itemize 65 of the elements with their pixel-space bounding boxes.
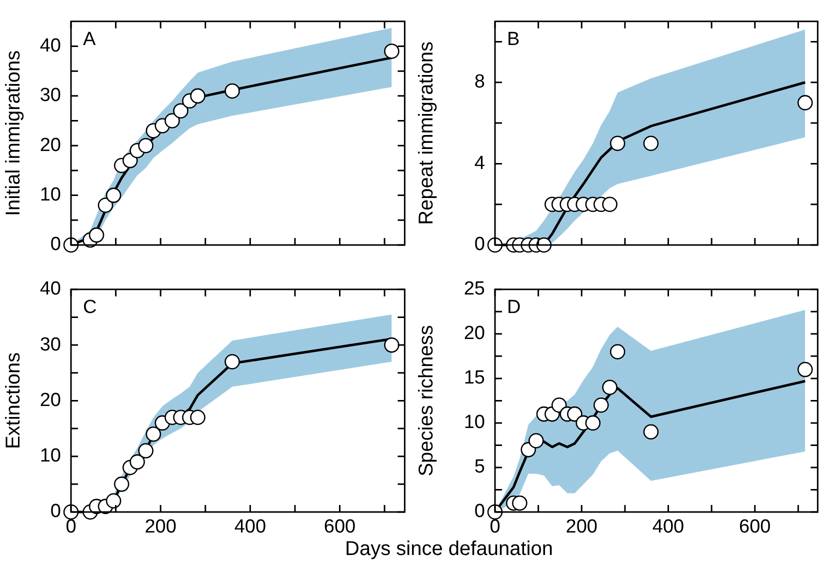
point (106, 188, 122, 203)
y-tick-label: 25 (464, 278, 485, 300)
y-tick-label: 0 (50, 501, 61, 522)
y-tick-label: 10 (40, 184, 61, 206)
y-tick-label: 15 (464, 368, 485, 389)
annotation: C (83, 297, 97, 318)
point (384, 337, 400, 353)
y-tick-label: 5 (474, 456, 485, 478)
point (585, 415, 601, 431)
point (567, 406, 582, 422)
x-tick-label: 200 (144, 516, 176, 538)
point (114, 476, 130, 492)
y-tick-label: 0 (50, 234, 61, 256)
y-axis-title: Repeat immigrations (416, 41, 438, 225)
y-tick-label: 20 (464, 323, 485, 344)
y-tick-label: 20 (40, 134, 61, 156)
y-tick-label: 30 (40, 334, 61, 356)
x-tick-label: 400 (652, 516, 684, 538)
point (190, 88, 206, 104)
y-tick-label: 4 (474, 152, 486, 174)
y-axis-title: Extinctions (2, 352, 25, 450)
point (130, 454, 145, 470)
x-tick-label: 0 (490, 516, 500, 538)
y-tick-label: 20 (40, 390, 61, 411)
point (98, 198, 114, 213)
x-tick-label: 0 (66, 516, 76, 538)
point (610, 136, 626, 152)
point (173, 103, 188, 118)
x-tick-label: 400 (234, 516, 266, 538)
point (528, 433, 544, 448)
y-tick-label: 10 (464, 412, 485, 434)
x-tick-label: 600 (324, 516, 356, 538)
annotation: A (83, 29, 96, 50)
point (122, 152, 138, 168)
point (106, 493, 122, 509)
point (512, 495, 528, 511)
y-tick-label: 8 (474, 72, 485, 93)
point (164, 113, 180, 128)
x-tick-label: 600 (739, 516, 771, 538)
y-tick-label: 40 (40, 35, 61, 56)
point (88, 227, 104, 243)
point (797, 95, 813, 110)
point (593, 398, 609, 413)
y-axis-title: Initial immigrations (2, 50, 25, 216)
point (138, 443, 154, 458)
point (610, 344, 626, 360)
annotation: D (507, 297, 521, 318)
y-tick-label: 0 (474, 501, 485, 522)
point (224, 83, 240, 99)
point (602, 380, 618, 395)
point (643, 136, 659, 152)
x-axis-title: Days since defaunation (344, 538, 554, 561)
point (384, 44, 400, 59)
point (138, 138, 154, 154)
point (797, 362, 813, 378)
y-axis-title: Species richness (416, 325, 438, 476)
point (224, 354, 240, 370)
point (146, 426, 162, 442)
point (643, 424, 659, 440)
y-tick-label: 30 (40, 85, 61, 106)
annotation: B (507, 29, 520, 50)
y-tick-label: 10 (40, 446, 61, 467)
y-tick-label: 0 (474, 234, 485, 256)
y-tick-label: 40 (40, 278, 61, 300)
x-tick-label: 200 (566, 516, 598, 538)
